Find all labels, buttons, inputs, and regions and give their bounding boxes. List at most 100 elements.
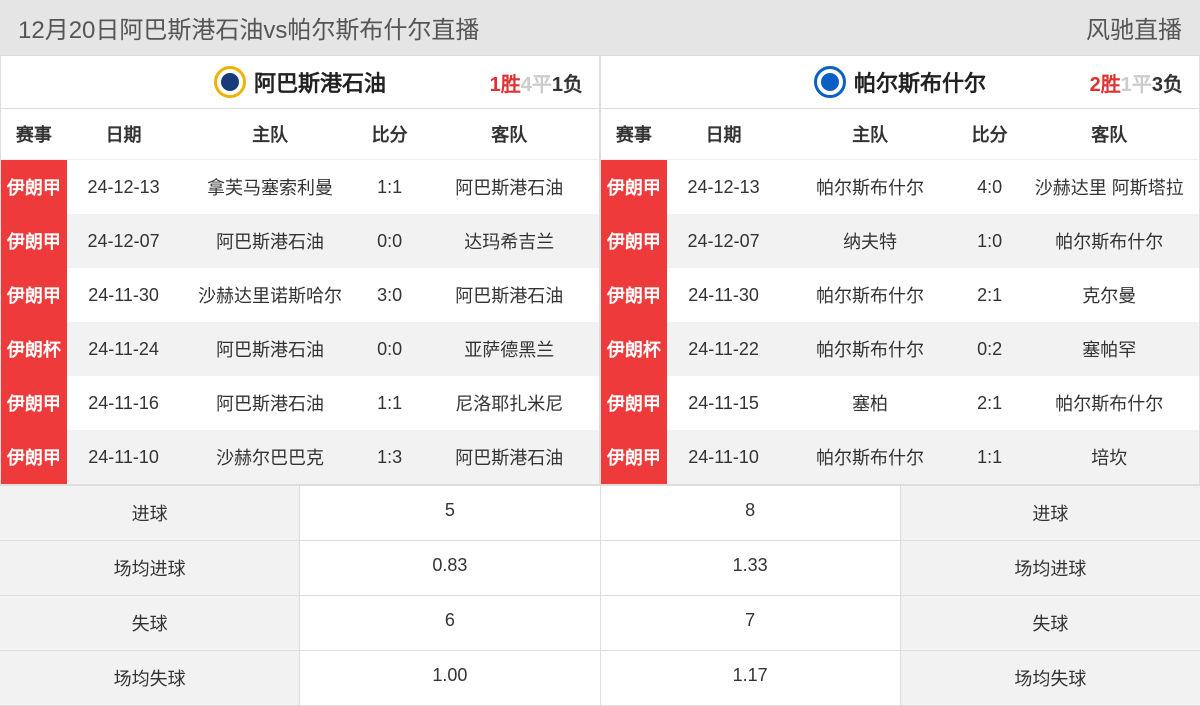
cell-date: 24-11-10: [667, 430, 781, 484]
cell-away: 阿巴斯港石油: [420, 268, 599, 322]
stat-value-right: 1.17: [601, 651, 901, 705]
table-row: 伊朗甲24-12-13拿芙马塞索利曼1:1阿巴斯港石油: [1, 160, 599, 215]
right-team-name: 帕尔斯布什尔: [854, 66, 986, 98]
col-home: 主队: [780, 109, 959, 160]
right-team-logo: [814, 66, 846, 98]
cell-score: 2:1: [960, 376, 1020, 430]
col-comp: 赛事: [601, 109, 667, 160]
cell-home: 阿巴斯港石油: [180, 376, 359, 430]
stat-value-right: 1.33: [601, 541, 901, 595]
stat-label: 场均失球: [901, 651, 1200, 705]
cell-home: 帕尔斯布什尔: [780, 268, 959, 322]
stat-row-avg-goals: 场均进球 0.83 1.33 场均进球: [0, 541, 1200, 596]
cell-home: 帕尔斯布什尔: [780, 160, 959, 215]
col-date: 日期: [67, 109, 181, 160]
stat-label: 进球: [0, 486, 300, 540]
stat-value-right: 7: [601, 596, 901, 650]
cell-comp: 伊朗甲: [601, 430, 667, 484]
page-header: 12月20日阿巴斯港石油vs帕尔斯布什尔直播 风驰直播: [0, 0, 1200, 55]
cell-away: 沙赫达里 阿斯塔拉: [1020, 160, 1199, 215]
cell-date: 24-11-15: [667, 376, 781, 430]
col-home: 主队: [180, 109, 359, 160]
cell-date: 24-11-24: [67, 322, 181, 376]
cell-away: 尼洛耶扎米尼: [420, 376, 599, 430]
left-team-logo: [214, 66, 246, 98]
cell-home: 塞柏: [780, 376, 959, 430]
record-win: 1胜: [490, 74, 521, 96]
cell-score: 0:0: [360, 322, 420, 376]
cell-away: 帕尔斯布什尔: [1020, 376, 1199, 430]
right-team-record: 2胜1平3负: [1090, 68, 1183, 97]
panels: 阿巴斯港石油 1胜4平1负 赛事 日期 主队 比分 客队 伊朗甲24-12-13…: [0, 55, 1200, 485]
cell-home: 沙赫达里诺斯哈尔: [180, 268, 359, 322]
record-draw: 1平: [1121, 74, 1152, 96]
cell-home: 纳夫特: [780, 214, 959, 268]
cell-comp: 伊朗杯: [1, 322, 67, 376]
cell-comp: 伊朗甲: [1, 214, 67, 268]
cell-comp: 伊朗杯: [601, 322, 667, 376]
stat-label: 失球: [901, 596, 1200, 650]
cell-score: 1:1: [960, 430, 1020, 484]
cell-away: 亚萨德黑兰: [420, 322, 599, 376]
stat-row-avg-conceded: 场均失球 1.00 1.17 场均失球: [0, 651, 1200, 706]
cell-comp: 伊朗甲: [601, 376, 667, 430]
stat-label: 场均进球: [901, 541, 1200, 595]
cell-date: 24-11-10: [67, 430, 181, 484]
table-row: 伊朗甲24-11-15塞柏2:1帕尔斯布什尔: [601, 376, 1199, 430]
table-row: 伊朗甲24-12-07阿巴斯港石油0:0达玛希吉兰: [1, 214, 599, 268]
cell-away: 阿巴斯港石油: [420, 430, 599, 484]
stat-label: 失球: [0, 596, 300, 650]
cell-home: 拿芙马塞索利曼: [180, 160, 359, 215]
right-team-header: 帕尔斯布什尔 2胜1平3负: [601, 56, 1199, 109]
site-name: 风驰直播: [1086, 10, 1182, 45]
col-score: 比分: [360, 109, 420, 160]
stat-label: 场均失球: [0, 651, 300, 705]
cell-home: 帕尔斯布什尔: [780, 430, 959, 484]
table-row: 伊朗杯24-11-24阿巴斯港石油0:0亚萨德黑兰: [1, 322, 599, 376]
col-comp: 赛事: [1, 109, 67, 160]
table-header-row: 赛事 日期 主队 比分 客队: [601, 109, 1199, 160]
cell-comp: 伊朗甲: [1, 160, 67, 215]
table-row: 伊朗甲24-11-16阿巴斯港石油1:1尼洛耶扎米尼: [1, 376, 599, 430]
cell-home: 阿巴斯港石油: [180, 322, 359, 376]
cell-date: 24-11-16: [67, 376, 181, 430]
cell-comp: 伊朗甲: [1, 430, 67, 484]
table-row: 伊朗甲24-11-30沙赫达里诺斯哈尔3:0阿巴斯港石油: [1, 268, 599, 322]
cell-score: 0:0: [360, 214, 420, 268]
stat-value-left: 1.00: [300, 651, 600, 705]
table-row: 伊朗甲24-11-30帕尔斯布什尔2:1克尔曼: [601, 268, 1199, 322]
record-loss: 1负: [552, 74, 583, 96]
cell-away: 阿巴斯港石油: [420, 160, 599, 215]
record-draw: 4平: [521, 74, 552, 96]
cell-home: 阿巴斯港石油: [180, 214, 359, 268]
right-matches-table: 赛事 日期 主队 比分 客队 伊朗甲24-12-13帕尔斯布什尔4:0沙赫达里 …: [601, 109, 1199, 484]
stats-table: 进球 5 8 进球 场均进球 0.83 1.33 场均进球 失球 6 7 失球 …: [0, 485, 1200, 706]
table-row: 伊朗甲24-12-07纳夫特1:0帕尔斯布什尔: [601, 214, 1199, 268]
col-away: 客队: [420, 109, 599, 160]
cell-date: 24-12-07: [667, 214, 781, 268]
record-loss: 3负: [1152, 74, 1183, 96]
cell-score: 0:2: [960, 322, 1020, 376]
left-panel: 阿巴斯港石油 1胜4平1负 赛事 日期 主队 比分 客队 伊朗甲24-12-13…: [0, 55, 600, 485]
record-win: 2胜: [1090, 74, 1121, 96]
stat-value-left: 6: [300, 596, 600, 650]
cell-away: 培坎: [1020, 430, 1199, 484]
col-score: 比分: [960, 109, 1020, 160]
cell-date: 24-12-13: [67, 160, 181, 215]
cell-away: 帕尔斯布什尔: [1020, 214, 1199, 268]
cell-score: 4:0: [960, 160, 1020, 215]
cell-home: 沙赫尔巴巴克: [180, 430, 359, 484]
left-team-name: 阿巴斯港石油: [254, 66, 386, 98]
cell-date: 24-12-13: [667, 160, 781, 215]
cell-comp: 伊朗甲: [601, 268, 667, 322]
left-team-record: 1胜4平1负: [490, 68, 583, 97]
cell-away: 克尔曼: [1020, 268, 1199, 322]
table-row: 伊朗甲24-11-10沙赫尔巴巴克1:3阿巴斯港石油: [1, 430, 599, 484]
stat-value-left: 0.83: [300, 541, 600, 595]
table-header-row: 赛事 日期 主队 比分 客队: [1, 109, 599, 160]
cell-date: 24-11-22: [667, 322, 781, 376]
cell-score: 3:0: [360, 268, 420, 322]
table-row: 伊朗杯24-11-22帕尔斯布什尔0:2塞帕罕: [601, 322, 1199, 376]
cell-score: 1:0: [960, 214, 1020, 268]
left-matches-table: 赛事 日期 主队 比分 客队 伊朗甲24-12-13拿芙马塞索利曼1:1阿巴斯港…: [1, 109, 599, 484]
